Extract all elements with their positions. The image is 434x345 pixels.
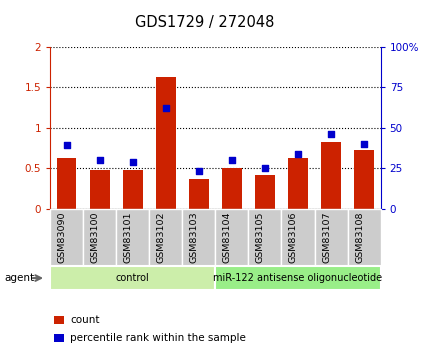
Text: control: control xyxy=(115,273,149,283)
Text: GSM83090: GSM83090 xyxy=(57,211,66,263)
Point xyxy=(63,143,70,148)
Text: GSM83107: GSM83107 xyxy=(321,211,330,263)
Bar xyxy=(347,209,380,266)
Text: GDS1729 / 272048: GDS1729 / 272048 xyxy=(135,15,273,30)
Bar xyxy=(89,170,109,209)
Point xyxy=(228,157,235,163)
Bar xyxy=(188,179,208,209)
Bar xyxy=(122,170,142,209)
Bar xyxy=(50,266,215,290)
Text: GSM83108: GSM83108 xyxy=(354,211,363,263)
Bar xyxy=(221,168,241,209)
Bar xyxy=(254,175,274,209)
Bar xyxy=(320,142,340,209)
Point xyxy=(261,166,268,171)
Point xyxy=(162,106,169,111)
Text: GSM83101: GSM83101 xyxy=(123,211,132,263)
Text: agent: agent xyxy=(4,273,34,283)
Bar xyxy=(215,266,380,290)
Bar xyxy=(56,158,76,209)
Point xyxy=(327,131,334,137)
Bar xyxy=(353,150,373,209)
Point xyxy=(360,141,367,147)
Point xyxy=(294,151,301,156)
Point xyxy=(195,169,202,174)
Text: GSM83102: GSM83102 xyxy=(156,211,165,263)
Bar xyxy=(50,209,83,266)
Bar xyxy=(155,77,175,209)
Bar xyxy=(182,209,215,266)
Bar xyxy=(116,209,149,266)
Text: GSM83105: GSM83105 xyxy=(255,211,264,263)
Bar xyxy=(287,158,307,209)
Text: miR-122 antisense oligonucleotide: miR-122 antisense oligonucleotide xyxy=(213,273,381,283)
Text: GSM83103: GSM83103 xyxy=(189,211,198,263)
Bar xyxy=(248,209,281,266)
Bar xyxy=(149,209,182,266)
Bar xyxy=(314,209,347,266)
Point xyxy=(129,159,136,165)
Text: count: count xyxy=(70,315,100,325)
Text: percentile rank within the sample: percentile rank within the sample xyxy=(70,333,246,343)
Point xyxy=(96,157,103,163)
Text: GSM83104: GSM83104 xyxy=(222,211,231,263)
Bar xyxy=(281,209,314,266)
Text: GSM83100: GSM83100 xyxy=(90,211,99,263)
Bar xyxy=(83,209,116,266)
Text: GSM83106: GSM83106 xyxy=(288,211,297,263)
Bar xyxy=(215,209,248,266)
